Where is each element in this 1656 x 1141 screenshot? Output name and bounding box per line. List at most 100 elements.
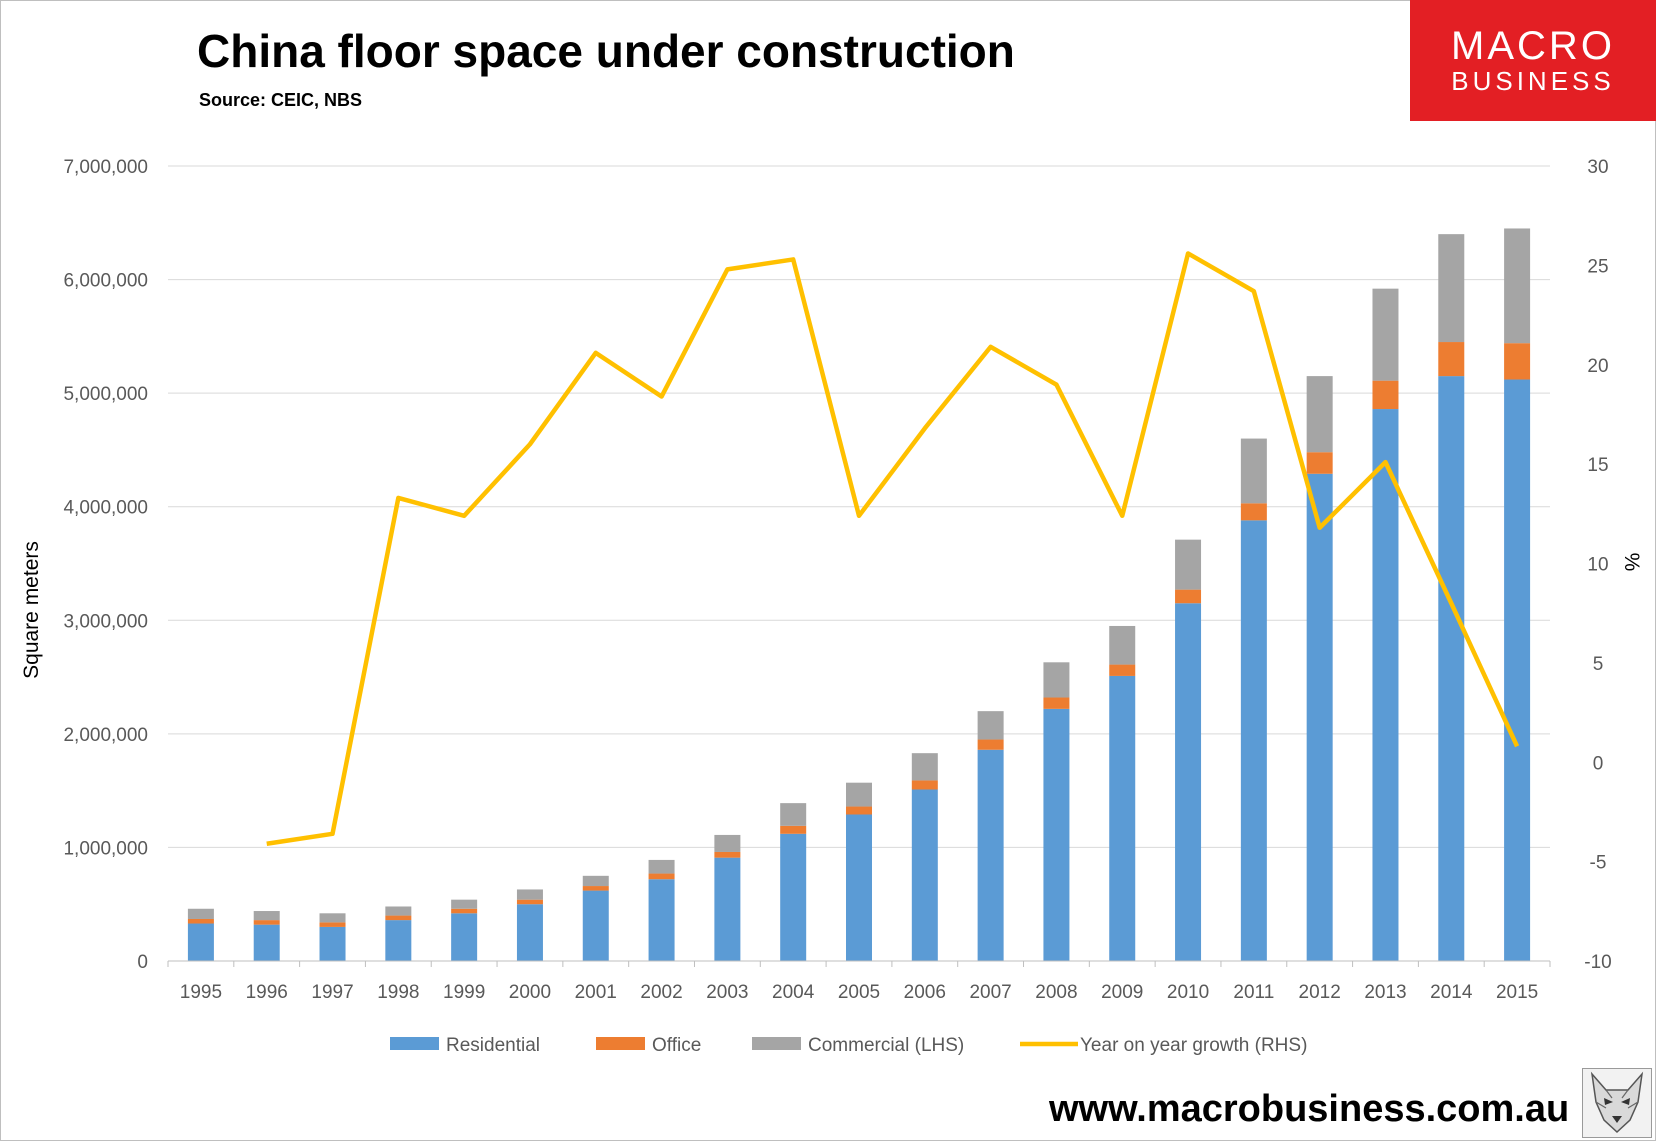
bar-office	[648, 873, 675, 880]
x-tick-label: 1997	[311, 982, 353, 1003]
y-tick-label-left: 7,000,000	[63, 157, 148, 178]
bar-commercial-lhs	[385, 906, 412, 916]
x-tick-label: 2015	[1496, 982, 1538, 1003]
x-tick-label: 2000	[509, 982, 551, 1003]
y-tick-label-right: -5	[1590, 853, 1607, 874]
bar-commercial-lhs	[780, 803, 807, 826]
y-tick-label-left: 6,000,000	[63, 271, 148, 292]
bar-residential	[911, 789, 938, 961]
bar-residential	[319, 926, 346, 961]
y-tick-label-right: 25	[1587, 256, 1608, 277]
bar-residential	[846, 814, 872, 961]
y-tick-label-right: 5	[1593, 654, 1604, 675]
bar-office	[582, 886, 609, 891]
bar-residential	[977, 749, 1004, 961]
bar-commercial-lhs	[1372, 288, 1399, 381]
bar-office	[385, 915, 412, 921]
axes: 0 1,000,000 2,000,000 3,000,000 4,000,000 5,0…	[63, 157, 1611, 1003]
x-tick-label: 2004	[772, 982, 815, 1003]
legend-swatch	[390, 1037, 439, 1050]
bar-residential	[1438, 376, 1465, 961]
y-tick-label-left: 1,000,000	[63, 838, 148, 859]
line-series	[266, 251, 1520, 846]
bar-commercial-lhs	[714, 834, 741, 852]
y-tick-label-right: 0	[1593, 753, 1604, 774]
y-tick-label-left: 2,000,000	[63, 725, 148, 746]
chart-title: China floor space under construction	[197, 25, 1015, 77]
x-tick-label: 2001	[575, 982, 617, 1003]
bar-residential	[187, 923, 214, 961]
y-tick-label-left: 3,000,000	[63, 611, 148, 632]
bar-commercial-lhs	[1175, 539, 1202, 590]
bar-residential	[385, 920, 412, 961]
wolf-logo-icon	[1582, 1068, 1652, 1138]
bar-office	[1438, 342, 1465, 377]
website-url: www.macrobusiness.com.au	[1049, 1088, 1570, 1130]
bar-commercial-lhs	[451, 899, 478, 909]
bar-commercial-lhs	[1043, 662, 1070, 698]
bar-office	[319, 922, 346, 927]
bar-residential	[253, 924, 280, 961]
chart-legend: Residential Office Commercial (LHS) Year on…	[390, 1035, 1307, 1056]
bar-commercial-lhs	[187, 908, 214, 919]
bar-commercial-lhs	[977, 711, 1004, 740]
legend-swatch	[596, 1037, 645, 1050]
legend-label: Residential	[446, 1035, 540, 1056]
bar-office	[516, 899, 543, 905]
bar-commercial-lhs	[516, 889, 543, 900]
bar-office	[1043, 697, 1070, 709]
x-tick-label: 2006	[904, 982, 946, 1003]
bar-office	[253, 920, 280, 925]
bar-office	[187, 918, 214, 924]
bar-commercial-lhs	[648, 859, 675, 874]
bar-series	[187, 228, 1531, 961]
bar-office	[451, 908, 478, 914]
bar-residential	[1372, 409, 1399, 961]
bar-office	[1306, 452, 1333, 474]
x-tick-label: 2013	[1364, 982, 1406, 1003]
x-tick-label: 2005	[838, 982, 880, 1003]
y-tick-label-right: 10	[1587, 555, 1608, 576]
bar-residential	[516, 904, 543, 961]
brand-logo: MACRO BUSINESS	[1410, 0, 1656, 121]
bar-commercial-lhs	[911, 753, 938, 781]
y-tick-label-left: 0	[137, 952, 148, 973]
x-tick-label: 2010	[1167, 982, 1209, 1003]
x-tick-label: 1996	[246, 982, 288, 1003]
x-tick-label: 2012	[1299, 982, 1341, 1003]
bar-residential	[1043, 708, 1070, 961]
bar-commercial-lhs	[846, 782, 872, 807]
bar-residential	[714, 857, 741, 961]
bar-residential	[1504, 379, 1531, 961]
x-tick-label: 2003	[706, 982, 748, 1003]
line-year-on-year-growth	[266, 251, 1520, 846]
y-tick-label-right: 20	[1587, 356, 1608, 377]
bar-office	[1504, 343, 1531, 380]
y-tick-label-left: 4,000,000	[63, 498, 148, 519]
chart-subtitle: Source: CEIC, NBS	[199, 90, 363, 110]
bar-office	[846, 806, 872, 815]
y-tick-label-right: 30	[1587, 157, 1608, 178]
y-tick-label-right: 15	[1587, 455, 1608, 476]
bar-residential	[1306, 473, 1333, 961]
legend-label: Commercial (LHS)	[808, 1035, 964, 1056]
bar-office	[714, 851, 741, 858]
x-tick-label: 1995	[180, 982, 222, 1003]
bar-commercial-lhs	[1109, 625, 1136, 665]
bar-office	[977, 739, 1004, 750]
x-tick-label: 2007	[969, 982, 1011, 1003]
brand-logo-line1: MACRO	[1451, 24, 1615, 68]
bar-residential	[780, 833, 807, 961]
x-tick-label: 2009	[1101, 982, 1143, 1003]
y-tick-label-left: 5,000,000	[63, 384, 148, 405]
bar-residential	[451, 913, 478, 961]
bar-office	[1372, 380, 1399, 410]
bar-office	[911, 780, 938, 790]
bar-residential	[1109, 675, 1136, 961]
y-axis-title-right: %	[1620, 553, 1643, 572]
bar-residential	[582, 890, 609, 961]
x-tick-label: 1998	[377, 982, 419, 1003]
x-tick-label: 1999	[443, 982, 485, 1003]
y-tick-label-right: -10	[1584, 952, 1611, 973]
